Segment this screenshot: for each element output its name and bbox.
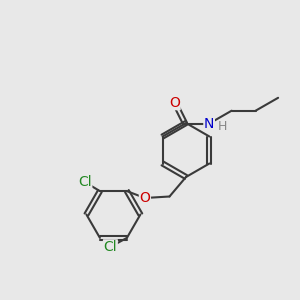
Text: Cl: Cl [103,240,117,254]
Text: O: O [169,96,180,110]
Text: O: O [140,191,150,205]
Text: H: H [218,119,227,133]
Text: Cl: Cl [78,175,92,189]
Text: N: N [204,117,214,130]
